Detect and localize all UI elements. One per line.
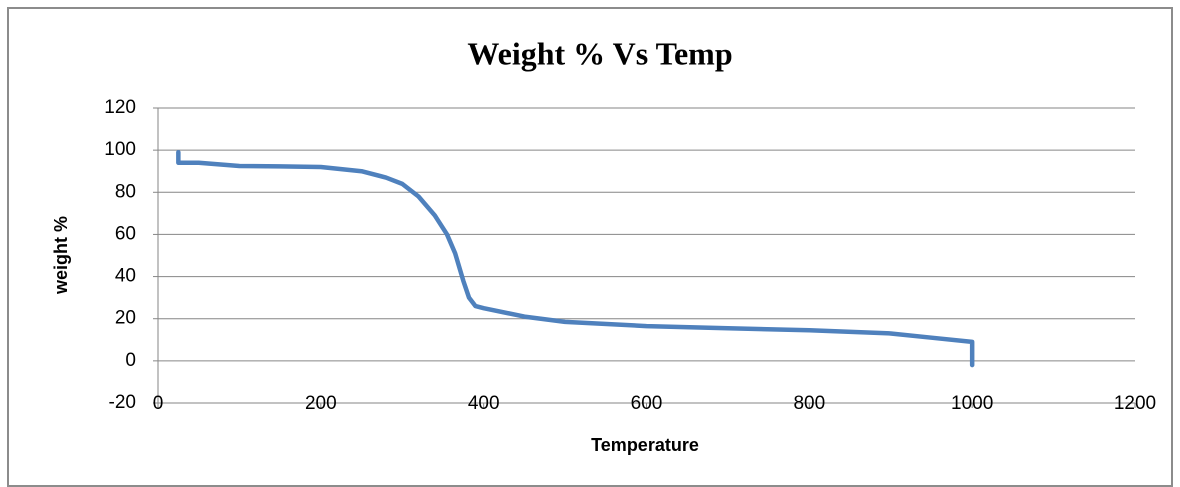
x-tick-label: 1000	[951, 393, 993, 414]
y-tick-label: 20	[115, 308, 136, 329]
chart-title: Weight % Vs Temp	[467, 35, 732, 71]
y-tick-label: 120	[104, 97, 136, 118]
data-line	[176, 150, 975, 368]
y-tick-label: 80	[115, 181, 136, 202]
x-tick-label: 400	[468, 393, 500, 414]
y-tick-label: 0	[125, 350, 136, 371]
x-tick-label: 0	[153, 393, 164, 414]
x-tick-label: 200	[305, 393, 337, 414]
chart-border	[7, 7, 1173, 487]
y-tick-label: -20	[109, 392, 136, 413]
y-tick-label: 100	[104, 139, 136, 160]
y-tick-label: 60	[115, 223, 136, 244]
x-tick-label: 1200	[1114, 393, 1156, 414]
y-tick-label: 40	[115, 266, 136, 287]
y-axis-title: weight %	[51, 216, 71, 295]
x-tick-label: 600	[631, 393, 663, 414]
x-axis-title: Temperature	[591, 435, 699, 455]
x-tick-label: 800	[793, 393, 825, 414]
